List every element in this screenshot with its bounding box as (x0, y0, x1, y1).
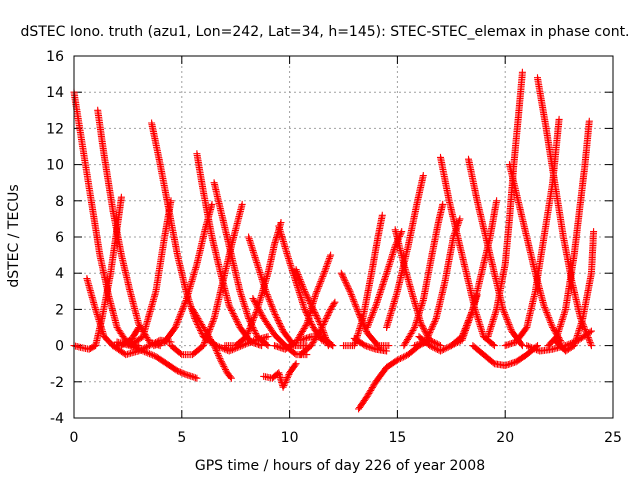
data-points (193, 150, 266, 350)
axis-ticks: -4 -2 0 2 4 6 8 10 12 14 16 0 5 10 15 20 25 (46, 49, 622, 446)
y-tick-label: 4 (55, 266, 64, 282)
y-tick-label: 14 (46, 85, 64, 101)
x-tick-label: 15 (388, 430, 406, 446)
data-arc (506, 161, 565, 346)
y-tick-label: 12 (46, 121, 64, 137)
data-arc (544, 117, 593, 350)
data-points (199, 333, 272, 355)
data-points (544, 117, 593, 350)
y-tick-label: 2 (55, 302, 64, 318)
x-tick-label: 0 (70, 430, 79, 446)
y-axis-label: dSTEC / TECUs (6, 184, 22, 287)
data-points (296, 333, 337, 350)
data-points (148, 119, 220, 350)
x-tick-label: 25 (604, 430, 622, 446)
data-arc (126, 342, 201, 382)
y-tick-label: -4 (50, 411, 64, 427)
data-points (350, 334, 391, 355)
x-tick-label: 20 (496, 430, 514, 446)
y-tick-label: 16 (46, 49, 64, 65)
y-tick-label: 0 (55, 339, 64, 355)
data-points (260, 360, 300, 391)
y-tick-label: 10 (46, 158, 64, 174)
data-arc (400, 200, 447, 350)
grid (74, 56, 613, 418)
y-tick-label: -2 (50, 375, 64, 391)
data-arc (350, 334, 391, 355)
data-points (551, 228, 598, 355)
plot-frame (73, 55, 614, 419)
data-arc (193, 150, 266, 350)
data-arc (296, 333, 337, 350)
data-arc (469, 342, 541, 369)
x-tick-label: 5 (177, 430, 186, 446)
data-marks (70, 68, 598, 413)
data-arc (199, 333, 272, 355)
y-tick-label: 6 (55, 230, 64, 246)
y-tick-label: 8 (55, 194, 64, 210)
data-arc (260, 360, 300, 391)
x-axis-label: GPS time / hours of day 226 of year 2008 (195, 458, 485, 474)
data-points (506, 161, 565, 346)
data-arc (210, 179, 272, 350)
data-points (400, 200, 447, 350)
data-arc (551, 228, 598, 355)
data-points (210, 179, 272, 350)
data-points (469, 342, 541, 369)
data-arc (148, 119, 220, 350)
data-points (383, 172, 427, 331)
x-tick-label: 10 (281, 430, 299, 446)
chart-title: dSTEC Iono. truth (azu1, Lon=242, Lat=34… (20, 24, 629, 40)
data-points (126, 342, 201, 382)
data-arc (383, 172, 427, 331)
